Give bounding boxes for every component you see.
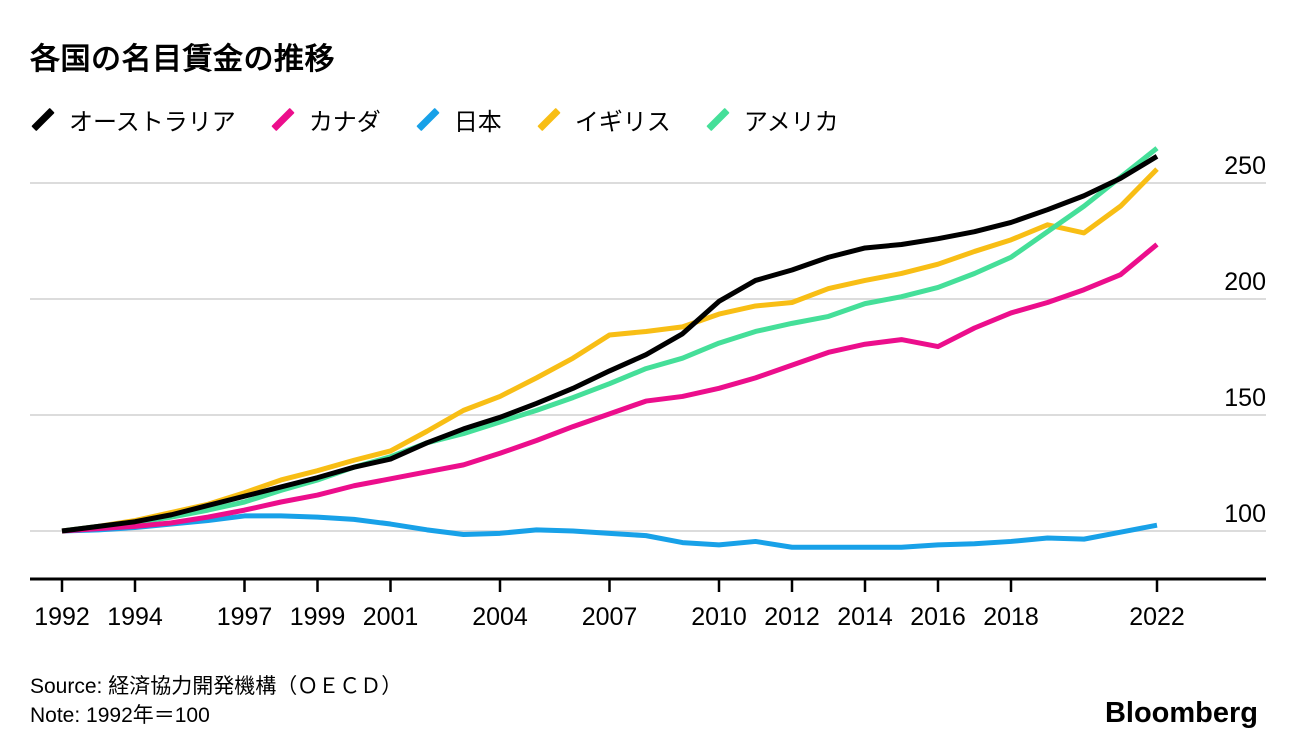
page-title: 各国の名目賃金の推移 bbox=[30, 43, 335, 76]
y-tick-label-200: 200 bbox=[1224, 268, 1266, 296]
legend-item-us: アメリカ bbox=[705, 102, 839, 137]
legend-label: オーストラリア bbox=[69, 109, 236, 136]
line-australia bbox=[61, 154, 1159, 534]
legend-label: イギリス bbox=[574, 109, 671, 136]
x-tick-label-2016: 2016 bbox=[910, 603, 966, 631]
x-tick-label-1997: 1997 bbox=[217, 603, 273, 631]
legend-label: カナダ bbox=[308, 109, 381, 136]
x-tick-label-1999: 1999 bbox=[290, 603, 346, 631]
bloomberg-logo: Bloomberg bbox=[1104, 697, 1258, 729]
x-tick-label-1992: 1992 bbox=[34, 603, 90, 631]
y-tick-label-250: 250 bbox=[1224, 152, 1266, 180]
x-tick-label-2018: 2018 bbox=[983, 603, 1039, 631]
y-tick-label-100: 100 bbox=[1224, 500, 1266, 528]
line-canada bbox=[61, 242, 1159, 534]
x-tick-label-2014: 2014 bbox=[837, 603, 893, 631]
legend-slash-icon bbox=[271, 107, 295, 132]
x-tick-label-2022: 2022 bbox=[1129, 603, 1185, 631]
x-tick-label-2007: 2007 bbox=[582, 603, 638, 631]
line-uk bbox=[61, 167, 1159, 534]
legend-item-canada: カナダ bbox=[270, 102, 381, 137]
chart-area: 100 150 200 250 1992 1994 1997 1999 2001 2004 2007… bbox=[0, 130, 1296, 642]
y-tick-label-150: 150 bbox=[1224, 384, 1266, 412]
legend-slash-icon bbox=[537, 107, 561, 132]
footer: Source: 経済協力開発機構（ＯＥＣＤ） Note: 1992年＝100 bbox=[30, 672, 402, 730]
legend-item-uk: イギリス bbox=[536, 102, 671, 137]
legend: オーストラリア カナダ 日本 イギリス アメリカ bbox=[30, 102, 839, 137]
legend-item-japan: 日本 bbox=[415, 102, 502, 137]
legend-slash-icon bbox=[416, 107, 440, 132]
legend-slash-icon bbox=[31, 107, 55, 132]
x-tick-label-2004: 2004 bbox=[472, 603, 528, 631]
x-tick-label-1994: 1994 bbox=[107, 603, 163, 631]
chart-canvas: 100 150 200 250 1992 1994 1997 1999 2001 2004 2007… bbox=[30, 146, 1266, 631]
legend-slash-icon bbox=[706, 107, 730, 132]
legend-item-australia: オーストラリア bbox=[30, 102, 236, 137]
x-tick-label-2012: 2012 bbox=[764, 603, 820, 631]
legend-label: 日本 bbox=[453, 109, 502, 136]
line-japan bbox=[61, 513, 1158, 550]
x-tick-label-2010: 2010 bbox=[691, 603, 747, 631]
line-us bbox=[61, 146, 1159, 534]
x-tick-label-2001: 2001 bbox=[363, 603, 419, 631]
base-year-note: Note: 1992年＝100 bbox=[30, 704, 210, 727]
source-note: Source: 経済協力開発機構（ＯＥＣＤ） bbox=[30, 675, 403, 698]
legend-label: アメリカ bbox=[743, 109, 839, 136]
